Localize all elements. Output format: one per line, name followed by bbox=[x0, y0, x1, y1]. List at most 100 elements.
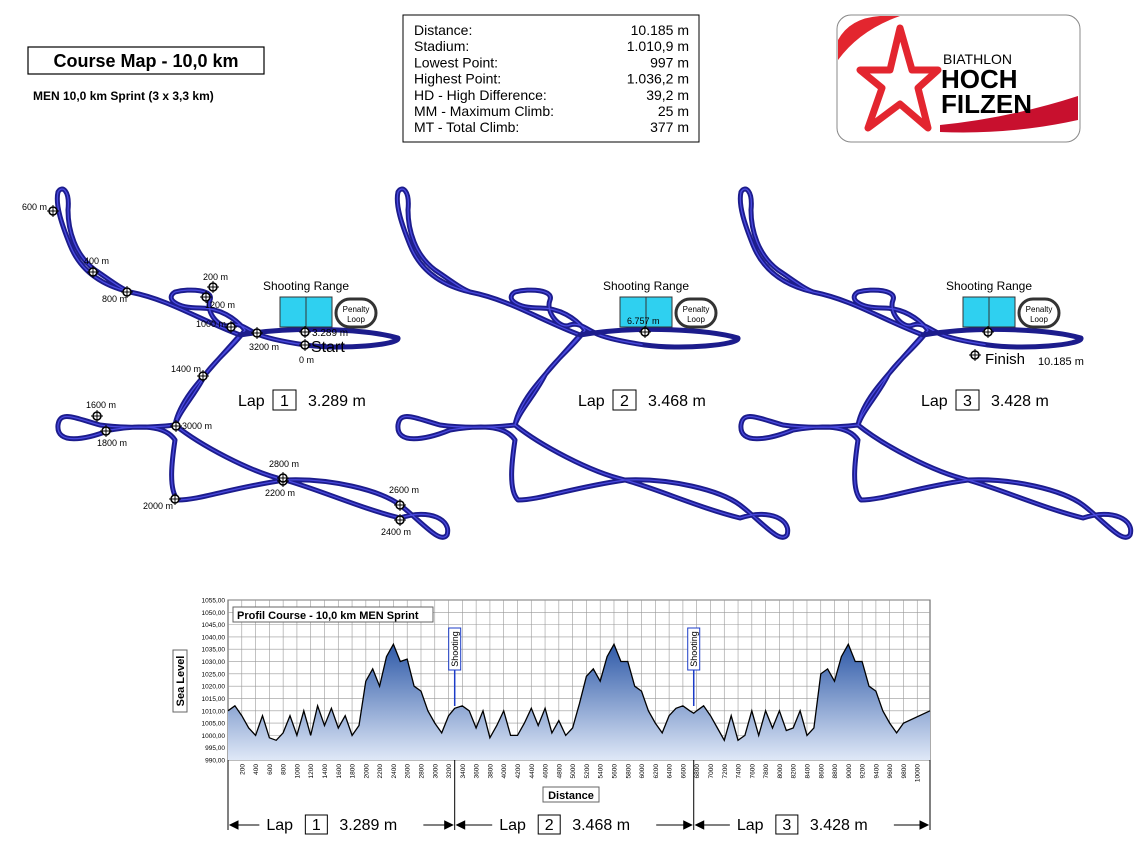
distance-label: 3200 m bbox=[249, 342, 279, 352]
x-tick-label: 9000 bbox=[846, 764, 853, 779]
profile-line bbox=[227, 642, 931, 742]
stat-label: Distance: bbox=[414, 22, 472, 38]
distance-label: Start bbox=[311, 339, 345, 356]
annotation-label: Shooting bbox=[450, 631, 460, 667]
lap-number: 2 bbox=[620, 393, 629, 410]
distance-label: 3000 m bbox=[182, 421, 212, 431]
distance-label: Finish bbox=[985, 351, 1025, 368]
x-tick-label: 9600 bbox=[887, 764, 894, 779]
km-marker-cross bbox=[87, 266, 99, 278]
x-tick-label: 5800 bbox=[625, 764, 632, 779]
y-tick-label: 1035,00 bbox=[202, 647, 226, 654]
lap-number: 1 bbox=[280, 393, 289, 410]
distance-label: 0 m bbox=[299, 355, 314, 365]
shooting-range bbox=[962, 296, 990, 328]
x-tick-label: 7200 bbox=[722, 764, 729, 779]
annotation-label: Shooting bbox=[689, 631, 699, 667]
profile-chart: 990,00 995,00 1000,00 1005,00 1010,00 1015,00… bbox=[172, 598, 931, 835]
logo-text: BIATHLON bbox=[943, 51, 1012, 67]
annotation-box bbox=[687, 627, 701, 671]
x-tick-label: 200 bbox=[239, 764, 246, 775]
x-label-box bbox=[542, 786, 600, 803]
lap-number-box bbox=[612, 389, 637, 411]
title-box bbox=[27, 46, 265, 75]
course-maps: Shooting Range Penalty Loop 600 m 400 m 800 m… bbox=[22, 189, 1131, 537]
distance-label: 2400 m bbox=[381, 527, 411, 537]
y-tick-label: 1055,00 bbox=[202, 598, 226, 605]
distance-label: 400 m bbox=[84, 256, 109, 266]
penalty-label: Loop bbox=[347, 315, 365, 324]
course-line-inner bbox=[396, 188, 789, 538]
lap-number-box bbox=[775, 814, 799, 835]
km-marker-cross bbox=[200, 291, 212, 303]
lap-number-box bbox=[955, 389, 980, 411]
y-label-box bbox=[172, 649, 188, 713]
logo-ribbon bbox=[940, 96, 1078, 133]
x-tick-label: 8000 bbox=[777, 764, 784, 779]
lap-number: 3 bbox=[963, 393, 972, 410]
y-tick-label: 1020,00 bbox=[202, 684, 226, 691]
x-tick-label: 1200 bbox=[308, 764, 315, 779]
lap-number-box bbox=[272, 389, 297, 411]
km-marker-cross bbox=[969, 349, 981, 361]
stat-value: 377 m bbox=[650, 119, 689, 135]
logo: BIATHLON HOCH FILZEN bbox=[836, 14, 1081, 143]
distance-label: 800 m bbox=[102, 294, 127, 304]
x-tick-label: 4600 bbox=[543, 764, 550, 779]
y-tick-label: 1000,00 bbox=[202, 733, 226, 740]
x-tick-label: 8800 bbox=[832, 764, 839, 779]
x-tick-label: 2000 bbox=[363, 764, 370, 779]
penalty-label: Penalty bbox=[683, 305, 710, 314]
km-marker-cross bbox=[47, 205, 59, 217]
lap-length: 3.468 m bbox=[572, 817, 630, 834]
y-tick-label: 1010,00 bbox=[202, 708, 226, 715]
y-tick-label: 990,00 bbox=[205, 758, 225, 765]
y-tick-label: 1025,00 bbox=[202, 671, 226, 678]
km-marker-cross bbox=[251, 327, 263, 339]
y-tick-label: 1040,00 bbox=[202, 634, 226, 641]
distance-label: 2600 m bbox=[389, 485, 419, 495]
lap-number-box bbox=[537, 814, 561, 835]
x-tick-label: 800 bbox=[281, 764, 288, 775]
distance-label: 1800 m bbox=[97, 438, 127, 448]
stadium-connector bbox=[920, 326, 1084, 350]
x-tick-label: 7800 bbox=[763, 764, 770, 779]
stats-table: Distance: 10.185 m Stadium: 1.010,9 m Lowest… bbox=[414, 22, 689, 135]
penalty-loop bbox=[334, 297, 378, 329]
x-tick-label: 5000 bbox=[570, 764, 577, 779]
x-tick-label: 4200 bbox=[515, 764, 522, 779]
distance-label: 2200 m bbox=[265, 488, 295, 498]
x-tick-label: 8200 bbox=[791, 764, 798, 779]
logo-star bbox=[856, 24, 942, 132]
y-tick-label: 1005,00 bbox=[202, 721, 226, 728]
x-tick-label: 7000 bbox=[708, 764, 715, 779]
x-tick-label: 1800 bbox=[350, 764, 357, 779]
x-tick-label: 8600 bbox=[818, 764, 825, 779]
x-tick-label: 4800 bbox=[556, 764, 563, 779]
lap-length: 3.428 m bbox=[991, 393, 1049, 410]
profile-area bbox=[228, 644, 930, 760]
km-marker-cross bbox=[170, 420, 182, 432]
x-tick-label: 5200 bbox=[584, 764, 591, 779]
penalty-loop bbox=[674, 297, 718, 329]
distance-label: 1000 m bbox=[196, 319, 226, 329]
km-marker-cross bbox=[169, 493, 181, 505]
shooting-range-label: Shooting Range bbox=[603, 279, 689, 293]
x-tick-label: 3400 bbox=[460, 764, 467, 779]
x-tick-label: 7600 bbox=[749, 764, 756, 779]
logo-text: FILZEN bbox=[941, 89, 1032, 119]
stat-label: Lowest Point: bbox=[414, 54, 498, 70]
stadium-connector bbox=[577, 326, 741, 350]
distance-label: 600 m bbox=[22, 202, 47, 212]
distance-label: 2800 m bbox=[269, 459, 299, 469]
penalty-label: Penalty bbox=[1026, 305, 1053, 314]
km-marker-cross bbox=[394, 514, 406, 526]
stat-value: 10.185 m bbox=[631, 22, 689, 38]
x-tick-label: 3200 bbox=[446, 764, 453, 779]
shooting-range bbox=[279, 296, 307, 328]
page-title: Course Map - 10,0 km bbox=[53, 51, 238, 71]
lap-number-box bbox=[304, 814, 328, 835]
stat-value: 39,2 m bbox=[646, 87, 689, 103]
